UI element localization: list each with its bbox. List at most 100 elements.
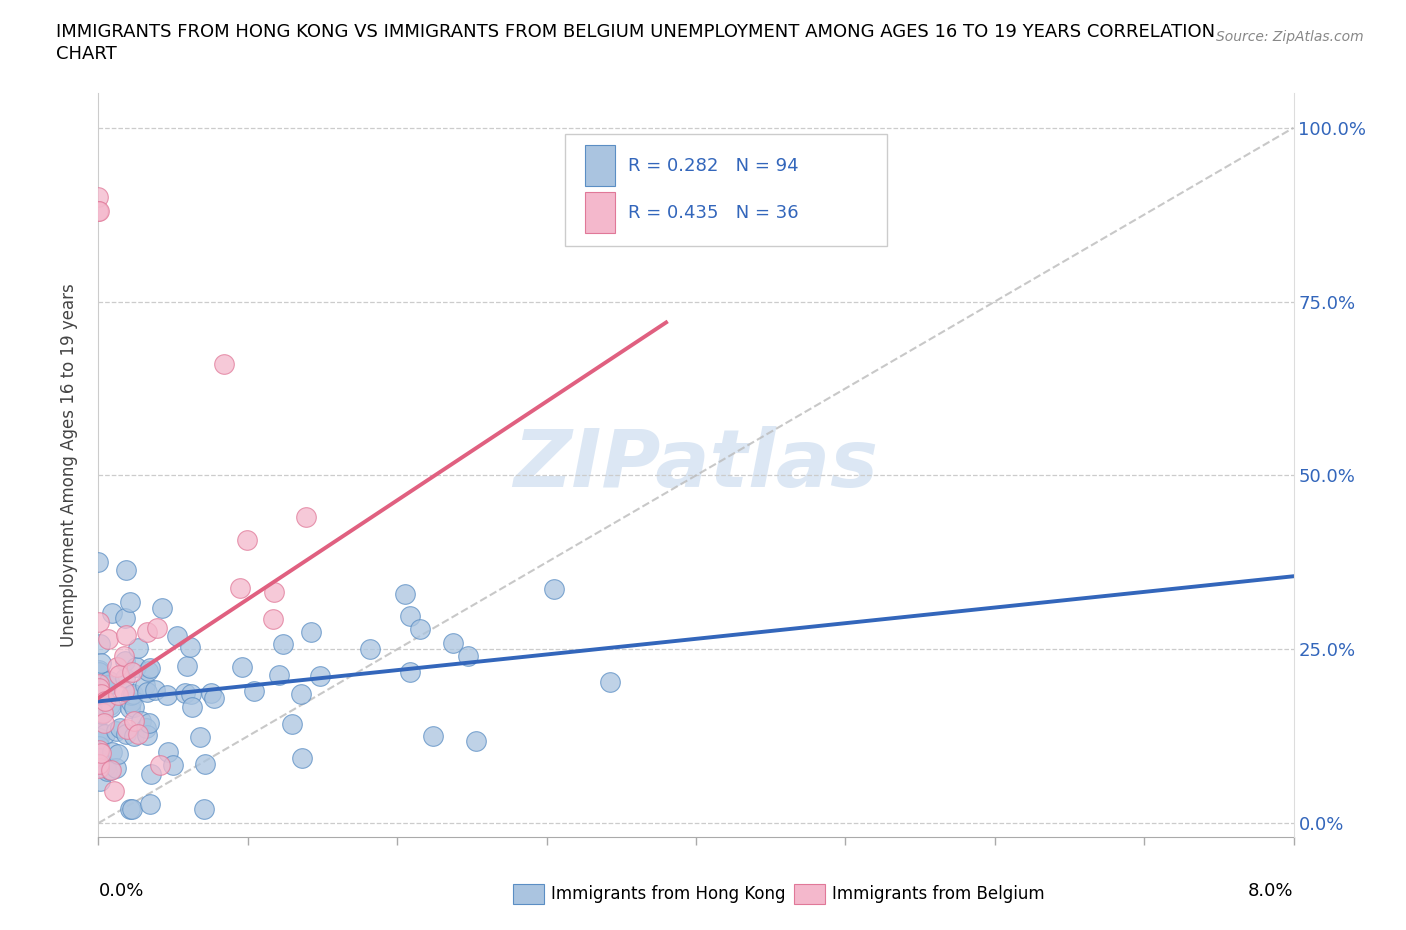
Point <box>90 686 112 701</box>
Point <box>122 728 145 743</box>
Point <box>262 612 284 627</box>
Point <box>408 622 430 637</box>
Point <box>465 733 488 748</box>
Point <box>179 639 201 654</box>
Point <box>149 758 172 773</box>
Point <box>87 679 110 694</box>
Point <box>399 664 422 679</box>
Point <box>122 700 145 715</box>
Text: CHART: CHART <box>56 45 117 62</box>
Point <box>543 581 565 596</box>
Point <box>180 686 202 701</box>
Point <box>89 665 111 680</box>
Point <box>87 554 110 569</box>
Point <box>96 764 118 778</box>
Point <box>136 663 159 678</box>
Text: R = 0.282   N = 94: R = 0.282 N = 94 <box>628 157 799 175</box>
Point <box>97 674 120 689</box>
Point <box>100 698 122 712</box>
Point <box>236 533 259 548</box>
Point <box>136 685 159 700</box>
Point <box>290 686 312 701</box>
Point <box>139 796 162 811</box>
Point <box>105 724 128 738</box>
Text: 0.0%: 0.0% <box>98 882 143 899</box>
Text: ZIPatlas: ZIPatlas <box>513 426 879 504</box>
Point <box>93 694 115 709</box>
FancyBboxPatch shape <box>585 192 614 232</box>
Point <box>87 756 110 771</box>
Point <box>139 766 162 781</box>
Point <box>263 584 285 599</box>
Point <box>87 761 110 776</box>
Point <box>156 745 179 760</box>
Point <box>87 724 110 738</box>
Point <box>115 727 138 742</box>
Point <box>281 717 304 732</box>
Point <box>100 699 122 714</box>
Point <box>112 649 135 664</box>
Point <box>134 678 156 693</box>
Point <box>107 747 129 762</box>
Point <box>91 706 114 721</box>
Point <box>107 687 129 702</box>
Point <box>87 204 110 219</box>
Point <box>204 690 226 705</box>
Point <box>162 757 184 772</box>
Point <box>96 677 118 692</box>
Point <box>93 715 115 730</box>
Point <box>114 654 136 669</box>
Point <box>118 700 141 715</box>
Point <box>100 605 122 620</box>
Point <box>114 610 136 625</box>
Text: IMMIGRANTS FROM HONG KONG VS IMMIGRANTS FROM BELGIUM UNEMPLOYMENT AMONG AGES 16 : IMMIGRANTS FROM HONG KONG VS IMMIGRANTS … <box>56 23 1215 41</box>
Point <box>89 637 111 652</box>
Point <box>138 716 160 731</box>
Point <box>90 656 112 671</box>
Point <box>87 614 110 629</box>
Point <box>87 190 110 205</box>
Point <box>105 761 128 776</box>
Point <box>194 757 217 772</box>
FancyBboxPatch shape <box>585 145 614 186</box>
Point <box>135 624 157 639</box>
Point <box>118 802 141 817</box>
Point <box>87 676 110 691</box>
Point <box>299 624 322 639</box>
Point <box>122 713 145 728</box>
Point <box>120 687 142 702</box>
Point <box>115 563 138 578</box>
Point <box>243 684 266 698</box>
Text: Immigrants from Belgium: Immigrants from Belgium <box>832 884 1045 903</box>
Point <box>294 510 316 525</box>
Point <box>121 665 143 680</box>
Point <box>127 641 149 656</box>
Point <box>90 706 112 721</box>
Point <box>96 759 118 774</box>
Point <box>89 774 111 789</box>
Point <box>176 658 198 673</box>
Point <box>394 587 416 602</box>
Point <box>121 802 143 817</box>
FancyBboxPatch shape <box>565 134 887 246</box>
Point <box>308 669 330 684</box>
Point <box>91 705 114 720</box>
Point <box>422 728 444 743</box>
Point <box>98 763 121 777</box>
Point <box>122 686 145 701</box>
Point <box>114 671 136 685</box>
Point <box>114 684 136 698</box>
Point <box>87 743 110 758</box>
Point <box>271 636 294 651</box>
Point <box>101 744 124 759</box>
Point <box>89 751 111 765</box>
Point <box>457 648 479 663</box>
Point <box>87 204 110 219</box>
Point <box>135 721 157 736</box>
Point <box>87 731 110 746</box>
Point <box>399 609 422 624</box>
Point <box>359 642 381 657</box>
Point <box>599 674 621 689</box>
Point <box>443 636 465 651</box>
Point <box>146 620 169 635</box>
